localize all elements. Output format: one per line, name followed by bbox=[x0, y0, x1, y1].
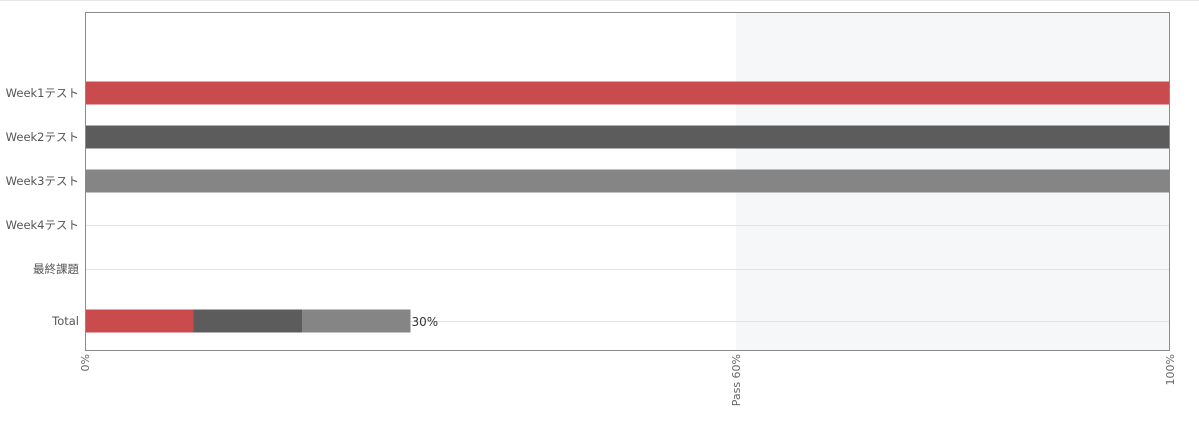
total-segment-2 bbox=[193, 309, 302, 333]
x-ticks-layer: 0% Pass 60% 100% bbox=[79, 354, 1177, 406]
category-label: Week1テスト bbox=[6, 86, 79, 100]
bar-3 bbox=[85, 169, 1170, 193]
bar-1 bbox=[85, 81, 1170, 105]
total-segment-3 bbox=[302, 309, 411, 333]
category-label: Week3テスト bbox=[6, 174, 79, 188]
total-segment-1 bbox=[85, 309, 194, 333]
category-label: Week4テスト bbox=[6, 218, 79, 232]
category-label: Week2テスト bbox=[6, 130, 79, 144]
bar-2 bbox=[85, 125, 1170, 149]
total-value-label: 30% bbox=[412, 315, 439, 329]
category-label: 最終課題 bbox=[33, 262, 79, 276]
x-tick-label: 100% bbox=[1164, 354, 1177, 385]
x-tick-label: 0% bbox=[79, 354, 92, 371]
x-tick-label: Pass 60% bbox=[730, 354, 743, 406]
category-label-total: Total bbox=[51, 314, 79, 328]
page-top-border bbox=[0, 0, 1199, 1]
bars-layer: 30% bbox=[85, 81, 1170, 333]
plot-frame bbox=[85, 12, 1170, 351]
